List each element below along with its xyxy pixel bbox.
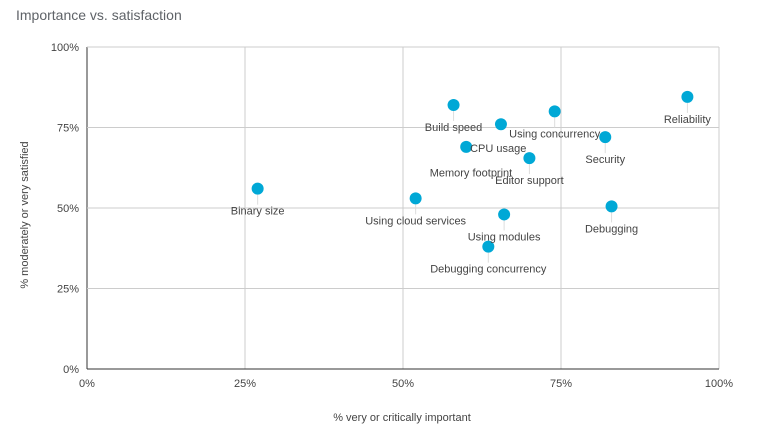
data-point xyxy=(251,182,264,195)
data-point xyxy=(494,118,507,131)
point-label: Using concurrency xyxy=(509,128,601,140)
x-tick-label: 0% xyxy=(79,378,95,390)
point-label: Using cloud services xyxy=(365,215,466,227)
point-label: Debugging xyxy=(585,223,638,235)
y-axis-ticks: 0% 25% 50% 75% 100% xyxy=(51,42,79,376)
gridlines xyxy=(86,46,720,370)
x-tick-label: 75% xyxy=(550,378,572,390)
point-label: Memory footprint xyxy=(430,167,513,179)
data-points xyxy=(251,90,694,253)
point-label: Editor support xyxy=(495,175,563,187)
x-axis-ticks: 0% 25% 50% 75% 100% xyxy=(79,378,733,390)
data-point xyxy=(548,105,561,118)
point-label: Debugging concurrency xyxy=(430,264,547,276)
x-tick-label: 50% xyxy=(392,378,414,390)
y-tick-label: 0% xyxy=(63,364,79,376)
data-point xyxy=(523,152,536,165)
point-label: Reliability xyxy=(664,114,712,126)
y-tick-label: 75% xyxy=(57,123,79,135)
label-leader-lines xyxy=(257,102,688,263)
point-label: Binary size xyxy=(231,206,285,218)
data-point xyxy=(599,131,612,144)
y-tick-label: 25% xyxy=(57,284,79,296)
data-point xyxy=(409,192,422,205)
data-point xyxy=(681,90,694,103)
data-point xyxy=(605,200,618,213)
y-tick-label: 100% xyxy=(51,42,79,54)
x-tick-label: 100% xyxy=(705,378,733,390)
y-axis-label: % moderately or very satisfied xyxy=(19,141,31,288)
data-point xyxy=(460,140,473,153)
chart-title: Importance vs. satisfaction xyxy=(16,7,182,23)
point-labels: Binary size Using cloud services Build spe… xyxy=(231,114,712,276)
point-label: Using modules xyxy=(468,231,541,243)
x-axis-label: % very or critically important xyxy=(333,412,471,424)
x-tick-label: 25% xyxy=(234,378,256,390)
point-label: Build speed xyxy=(425,122,483,134)
point-label: Security xyxy=(585,154,625,166)
point-label: CPU usage xyxy=(470,143,526,155)
data-point xyxy=(498,208,511,221)
data-point xyxy=(482,240,495,253)
y-tick-label: 50% xyxy=(57,203,79,215)
data-point xyxy=(447,98,460,111)
